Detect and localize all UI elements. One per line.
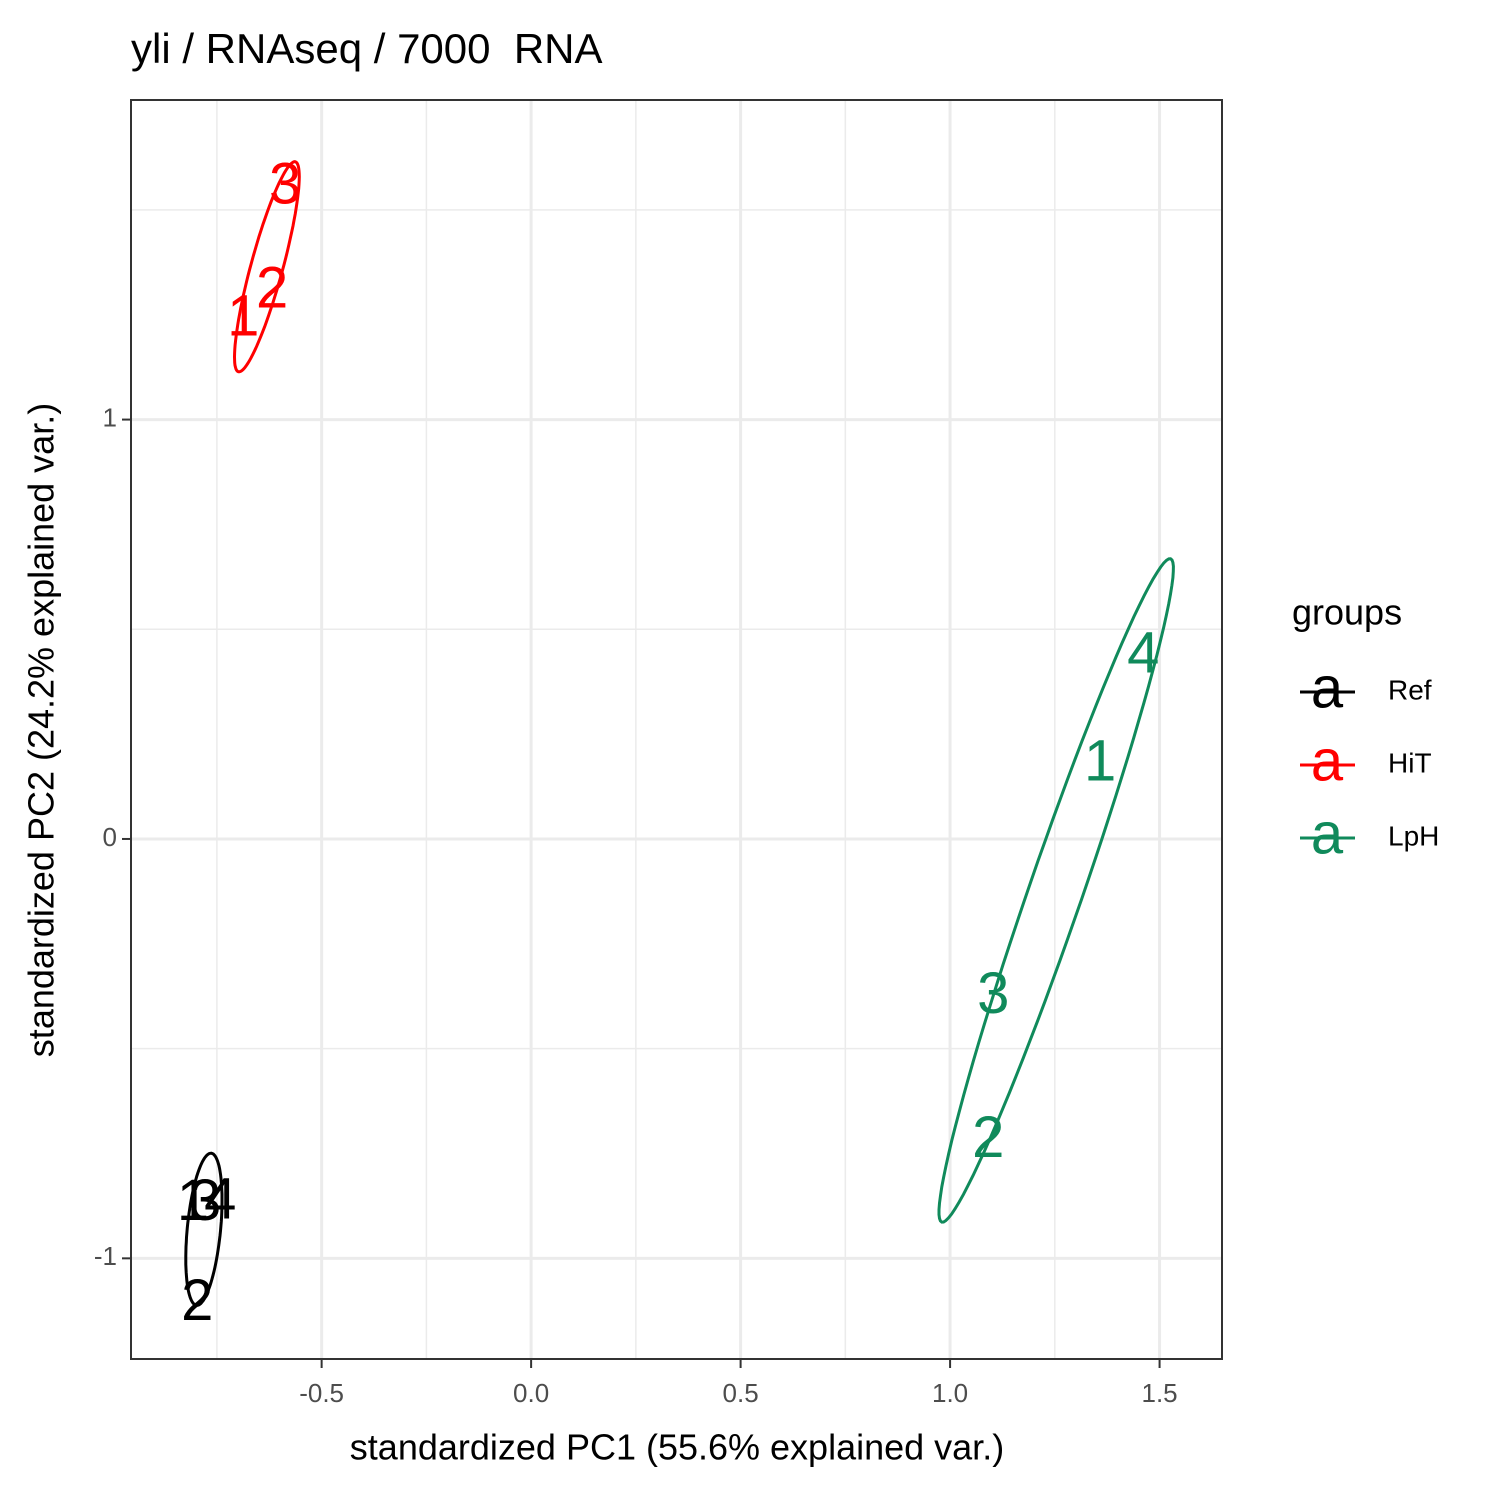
legend-title: groups: [1292, 592, 1402, 633]
point-label: 2: [972, 1105, 1004, 1170]
ellipse: [232, 160, 301, 374]
point-label: 1: [227, 284, 259, 349]
y-tick-label: 0: [103, 822, 117, 852]
y-tick-label: 1: [103, 402, 117, 432]
point-label: 2: [256, 255, 288, 320]
legend-label: Ref: [1388, 674, 1432, 705]
legend-label: HiT: [1388, 747, 1432, 778]
x-tick-label: -0.5: [299, 1378, 344, 1408]
x-tick-label: 0.0: [513, 1378, 549, 1408]
point-label: 3: [189, 1168, 221, 1233]
point-label: 2: [181, 1268, 213, 1333]
legend-key: a: [1311, 728, 1344, 793]
point-label: 1: [1084, 728, 1116, 793]
point-label: 3: [269, 151, 301, 216]
point-label: 3: [977, 961, 1009, 1026]
point-label: 4: [204, 1166, 236, 1231]
x-tick-label: 0.5: [723, 1378, 759, 1408]
x-tick-label: 1.0: [932, 1378, 968, 1408]
plot-border: [130, 99, 1223, 1360]
ellipse: [937, 557, 1175, 1224]
chart-title: yli / RNAseq / 7000 RNA: [131, 25, 603, 72]
ellipse: [184, 1151, 224, 1307]
y-axis-title: standardized PC2 (24.2% explained var.): [21, 403, 62, 1057]
point-label: 1: [177, 1168, 209, 1233]
legend-key: a: [1311, 655, 1344, 720]
legend-key: a: [1311, 801, 1344, 866]
x-tick-label: 1.5: [1141, 1378, 1177, 1408]
x-axis-title: standardized PC1 (55.6% explained var.): [350, 1427, 1004, 1468]
y-tick-label: -1: [94, 1241, 117, 1271]
legend-label: LpH: [1388, 820, 1439, 851]
point-label: 4: [1127, 620, 1159, 685]
